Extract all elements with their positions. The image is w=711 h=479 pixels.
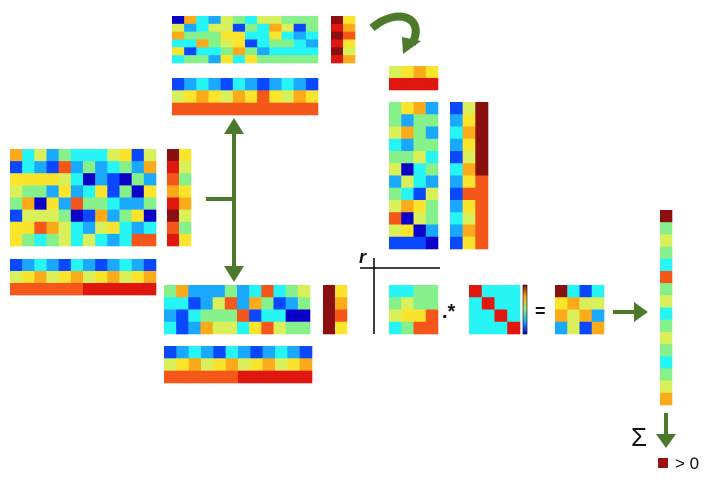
- column-vector-bottom: [323, 285, 348, 335]
- column-stack-middle-right: [450, 102, 489, 250]
- sigma-symbol: Σ: [631, 422, 648, 452]
- matrix-r: [389, 285, 439, 335]
- right-arrow: [613, 302, 648, 322]
- column-vector-top: [331, 16, 356, 64]
- legend-label: > 0: [675, 454, 700, 473]
- down-arrow: [656, 413, 676, 448]
- stripes-left: [10, 259, 157, 296]
- legend-swatch: [658, 458, 668, 468]
- elementwise-multiply-symbol: .*: [442, 301, 456, 323]
- matrix-bottom: [164, 285, 311, 335]
- diagonal-matrix: [469, 285, 521, 335]
- stripes-top: [172, 78, 319, 116]
- matrix-middle-right: [389, 102, 439, 250]
- stripes-bottom: [164, 346, 313, 384]
- result-matrix: [555, 285, 605, 335]
- matrix-top: [172, 16, 319, 64]
- r-label: r: [359, 247, 367, 267]
- tall-vector: [660, 210, 673, 406]
- small-matrix-top-right: [389, 66, 439, 91]
- curved-arrow: [369, 12, 421, 54]
- equals-symbol: =: [535, 301, 546, 321]
- matrix-left: [10, 149, 157, 247]
- column-vector-left: [167, 149, 192, 247]
- colorbar: [522, 284, 528, 335]
